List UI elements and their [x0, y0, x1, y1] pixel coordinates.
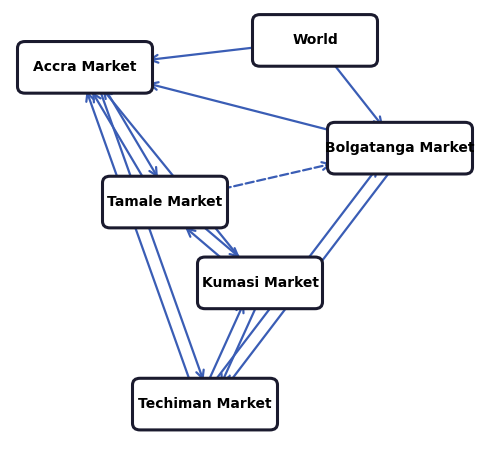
FancyBboxPatch shape	[198, 257, 322, 309]
FancyBboxPatch shape	[18, 42, 152, 93]
FancyBboxPatch shape	[252, 14, 378, 66]
FancyBboxPatch shape	[102, 176, 228, 228]
FancyBboxPatch shape	[328, 122, 472, 174]
Text: Accra Market: Accra Market	[33, 60, 137, 75]
Text: Kumasi Market: Kumasi Market	[202, 276, 318, 290]
Text: Bolgatanga Market: Bolgatanga Market	[325, 141, 475, 155]
Text: Techiman Market: Techiman Market	[138, 397, 272, 411]
Text: Tamale Market: Tamale Market	[108, 195, 222, 209]
Text: World: World	[292, 33, 338, 48]
FancyBboxPatch shape	[132, 378, 278, 430]
